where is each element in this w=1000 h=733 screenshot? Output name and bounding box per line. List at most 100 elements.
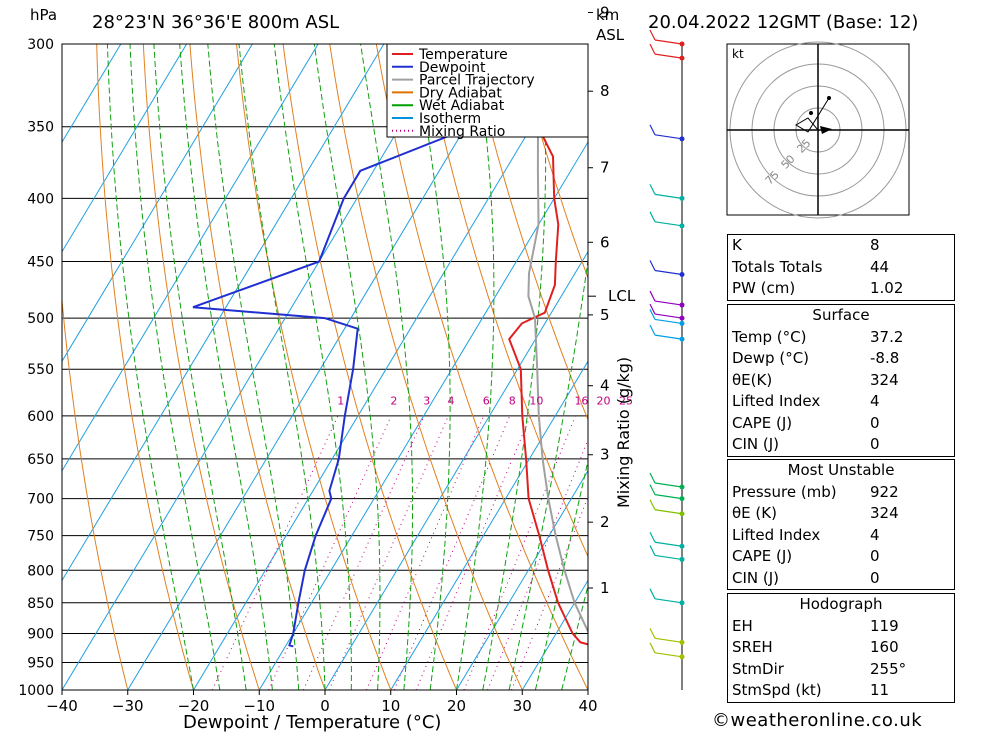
- surface-value-li: 4: [870, 392, 880, 410]
- storm-motion-arrow: [820, 126, 832, 134]
- wind-barb-flag: [649, 260, 656, 271]
- index-value-totals: 44: [870, 257, 890, 276]
- table-row: CIN (J) 0: [728, 568, 954, 590]
- hodograph-point: [809, 111, 813, 115]
- mixing-ratio-tick-label: 1: [337, 395, 344, 408]
- mixing-ratio-tick-label: 8: [509, 395, 516, 408]
- legend-box: [386, 43, 589, 138]
- mixing-ratio-tick-label: 25: [619, 395, 633, 408]
- legend-entry-label: Mixing Ratio: [419, 124, 505, 140]
- wind-barb-flag: [649, 29, 656, 41]
- table-row: SREH 160: [728, 637, 954, 659]
- mu-label-cin: CIN (J): [732, 568, 780, 587]
- mu-value-pressure: 922: [870, 482, 899, 501]
- height-tick-label: 5: [600, 306, 610, 324]
- wind-barb-flag: [649, 499, 656, 511]
- lcl-label: LCL: [608, 287, 636, 305]
- series-line-parcel-trajectory: [527, 44, 588, 634]
- mixing-ratio-line: [268, 415, 392, 690]
- surface-label-thetae: θE(K): [732, 370, 773, 389]
- height-tick-label: 1: [600, 579, 610, 597]
- x-tick-label: 20: [447, 697, 466, 715]
- location-title: 28°23'N 36°36'E 800m ASL: [92, 12, 339, 33]
- wind-barb-flag: [649, 290, 656, 302]
- isotherm-line: [127, 44, 516, 690]
- isotherm-line: [62, 44, 253, 363]
- wind-barb-shaft: [654, 541, 683, 547]
- wet-adiabat-line: [313, 44, 381, 690]
- height-tick-label: 7: [600, 159, 610, 177]
- surface-label-li: Lifted Index: [732, 392, 821, 410]
- mixing-ratio-tick-label: 2: [390, 395, 397, 408]
- wind-barb-shaft: [654, 637, 683, 643]
- pressure-unit-label: hPa: [30, 6, 57, 24]
- dry-adiabat-line: [469, 44, 588, 421]
- pressure-tick-label: 450: [27, 255, 54, 271]
- wind-barb-shaft: [654, 598, 683, 604]
- height-tick-label: 9: [600, 3, 610, 21]
- pressure-tick-label: 900: [27, 626, 54, 642]
- height-tick-label: 4: [600, 377, 610, 395]
- pressure-tick-label: 700: [27, 492, 54, 508]
- hodograph-point: [827, 96, 831, 100]
- surface-label-cin: CIN (J): [732, 435, 780, 453]
- pressure-tick-label: 750: [27, 529, 54, 545]
- surface-label-dewp: Dewp (°C): [732, 349, 810, 367]
- isotherm-line: [456, 469, 588, 690]
- pressure-tick-label: 400: [27, 191, 54, 207]
- wind-barb-shaft: [654, 482, 683, 488]
- surface-label-cape: CAPE (J): [732, 413, 793, 432]
- pressure-tick-label: 600: [27, 409, 54, 425]
- table-row: Dewp (°C) -8.8: [728, 348, 954, 370]
- legend-entry-label: Parcel Trajectory: [419, 73, 535, 89]
- height-unit-label: km: [596, 6, 619, 24]
- copyright-link[interactable]: ©weatheronline.co.uk: [712, 710, 923, 731]
- dry-adiabat-line: [515, 44, 588, 280]
- x-tick-label: 10: [381, 697, 400, 715]
- wet-adiabat-line: [482, 44, 547, 690]
- isotherm-line: [62, 44, 385, 582]
- mu-value-cape: 0: [870, 547, 880, 565]
- dry-adiabat-line: [62, 295, 129, 690]
- hodo-value-stmspd: 11: [870, 681, 890, 699]
- surface-value-temp: 37.2: [870, 327, 904, 346]
- dry-adiabat-line: [189, 44, 326, 690]
- wind-barb-flag: [649, 303, 656, 315]
- mixing-ratio-tick-label: 10: [529, 395, 543, 408]
- height-tick-label: 3: [600, 446, 610, 464]
- hodograph-title: Hodograph: [799, 595, 883, 613]
- x-tick-label: 0: [320, 697, 330, 715]
- legend-entry-label: Dry Adiabat: [419, 85, 502, 101]
- wind-barb-flag: [649, 484, 656, 495]
- dry-adiabat-line: [282, 44, 457, 690]
- dry-adiabat-line: [982, 44, 1000, 690]
- wind-barb-shaft: [654, 509, 683, 515]
- legend-entry-label: Temperature: [418, 47, 508, 63]
- mixing-ratio-tick-label: 6: [483, 395, 490, 408]
- table-row: CIN (J) 0: [728, 434, 954, 456]
- mu-label-thetae: θE (K): [732, 504, 777, 522]
- wet-adiabat-line: [153, 44, 247, 690]
- mixing-ratio-line: [393, 415, 511, 690]
- x-tick-label: 40: [578, 697, 597, 715]
- pressure-tick-label: 800: [27, 563, 54, 579]
- hodograph-unit-label: kt: [732, 47, 744, 61]
- mixing-ratio-axis-title: Mixing Ratio (g/kg): [614, 357, 633, 508]
- pressure-tick-label: 950: [27, 655, 54, 671]
- hodo-label-stmdir: StmDir: [732, 659, 784, 678]
- wind-barb-shaft: [654, 652, 683, 658]
- table-row: Pressure (mb) 922: [728, 482, 954, 504]
- wet-adiabat-line: [508, 256, 588, 690]
- wet-adiabat-line: [534, 458, 588, 690]
- isotherm-line: [62, 44, 188, 253]
- index-value-k: 8: [870, 236, 880, 254]
- wind-barb-flag: [649, 588, 656, 600]
- wind-barb-flag: [649, 211, 656, 223]
- wind-barb-flag: [649, 628, 656, 639]
- table-row: θE (K) 324: [728, 503, 954, 525]
- x-tick-label: −10: [243, 697, 275, 715]
- wind-barb-shaft: [654, 494, 683, 500]
